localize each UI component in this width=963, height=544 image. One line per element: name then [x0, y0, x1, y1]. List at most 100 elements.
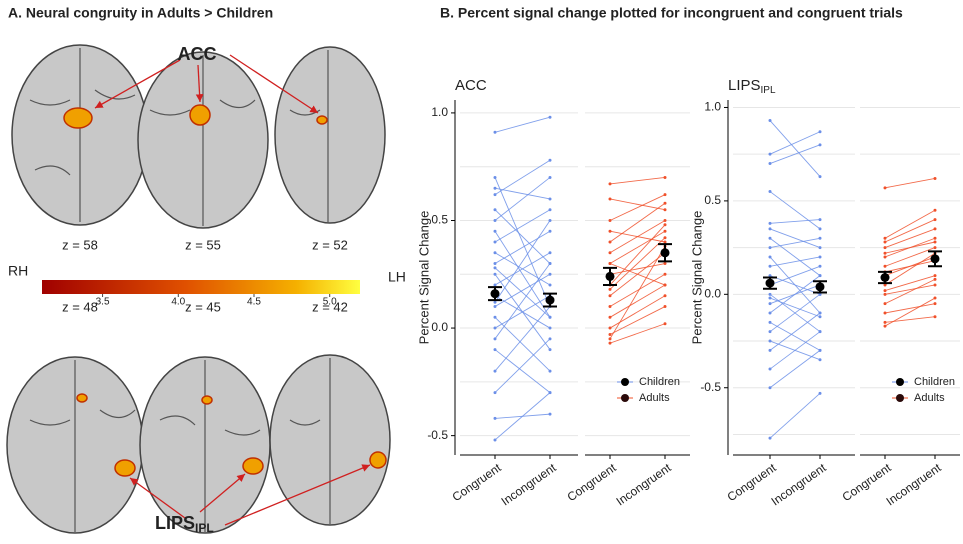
subject-point	[769, 321, 772, 324]
slice-label: z = 45	[185, 299, 221, 314]
subject-point	[819, 265, 822, 268]
chart-title-sub: IPL	[761, 85, 776, 96]
x-tick-label: Incongruent	[614, 460, 674, 508]
subject-point	[664, 219, 667, 222]
panel-title: A. Neural congruity in Adults > Children	[8, 5, 273, 21]
subject-point	[769, 302, 772, 305]
y-tick-label: 0.5	[704, 193, 721, 207]
subject-point	[769, 340, 772, 343]
subject-point	[494, 193, 497, 196]
subject-point	[934, 227, 937, 230]
subject-point	[769, 386, 772, 389]
subject-point	[609, 182, 612, 185]
subject-point	[884, 302, 887, 305]
subject-line	[770, 393, 820, 438]
subject-point	[549, 197, 552, 200]
subject-point	[549, 337, 552, 340]
mean-point	[881, 273, 890, 282]
subject-point	[494, 241, 497, 244]
x-tick-label: Incongruent	[769, 460, 829, 508]
subject-line	[610, 296, 665, 328]
subject-point	[494, 262, 497, 265]
subject-point	[934, 302, 937, 305]
subject-point	[934, 278, 937, 281]
subject-point	[769, 190, 772, 193]
subject-line	[885, 298, 935, 326]
panel-title: B. Percent signal change plotted for inc…	[440, 5, 903, 21]
subject-point	[769, 297, 772, 300]
subject-point	[934, 209, 937, 212]
mean-point	[766, 279, 775, 288]
subject-line	[495, 350, 550, 393]
subject-point	[549, 370, 552, 373]
subject-point	[664, 202, 667, 205]
subject-point	[934, 237, 937, 240]
subject-point	[819, 175, 822, 178]
subject-point	[819, 330, 822, 333]
subject-line	[610, 195, 665, 221]
subject-point	[769, 153, 772, 156]
subject-point	[819, 315, 822, 318]
subject-point	[664, 262, 667, 265]
subject-point	[664, 236, 667, 239]
legend-label: Adults	[914, 392, 945, 404]
subject-point	[494, 208, 497, 211]
subject-point	[494, 417, 497, 420]
subject-point	[884, 252, 887, 255]
subject-point	[819, 255, 822, 258]
subject-line	[770, 276, 820, 295]
subject-point	[494, 219, 497, 222]
subject-point	[664, 273, 667, 276]
subject-point	[664, 305, 667, 308]
subject-point	[819, 246, 822, 249]
subject-line	[770, 350, 820, 387]
subject-point	[549, 262, 552, 265]
legend-marker	[621, 394, 629, 402]
subject-point	[549, 251, 552, 254]
subject-point	[884, 237, 887, 240]
figure: A. Neural congruity in Adults > Children…	[0, 0, 963, 539]
chart-title: ACC	[455, 77, 487, 94]
y-axis-label: Percent Signal Change	[689, 211, 704, 345]
subject-line	[495, 393, 550, 440]
subject-point	[934, 283, 937, 286]
subject-point	[819, 130, 822, 133]
x-tick-label: Congruent	[450, 460, 504, 504]
subject-point	[664, 241, 667, 244]
subject-line	[495, 177, 550, 220]
subject-point	[819, 392, 822, 395]
subject-point	[819, 349, 822, 352]
legend-marker	[896, 378, 904, 386]
mean-point	[546, 296, 555, 305]
subject-point	[609, 342, 612, 345]
subject-point	[609, 219, 612, 222]
subject-point	[494, 391, 497, 394]
subject-point	[609, 327, 612, 330]
subject-point	[884, 321, 887, 324]
subject-point	[609, 337, 612, 340]
subject-point	[494, 273, 497, 276]
subject-point	[549, 159, 552, 162]
y-tick-label: 0.0	[704, 286, 721, 300]
subject-point	[494, 305, 497, 308]
subject-point	[494, 337, 497, 340]
subject-line	[885, 248, 935, 267]
subject-point	[769, 312, 772, 315]
subject-point	[609, 288, 612, 291]
subject-point	[934, 241, 937, 244]
subject-point	[549, 219, 552, 222]
subject-point	[494, 316, 497, 319]
subject-point	[769, 265, 772, 268]
subject-point	[769, 330, 772, 333]
subject-point	[769, 293, 772, 296]
subject-point	[549, 413, 552, 416]
y-tick-label: 1.0	[431, 105, 448, 119]
subject-point	[769, 162, 772, 165]
subject-point	[549, 273, 552, 276]
mean-point	[661, 248, 670, 257]
subject-line	[610, 307, 665, 335]
subject-point	[549, 316, 552, 319]
subject-point	[664, 230, 667, 233]
subject-line	[610, 264, 665, 275]
subject-line	[610, 225, 665, 285]
